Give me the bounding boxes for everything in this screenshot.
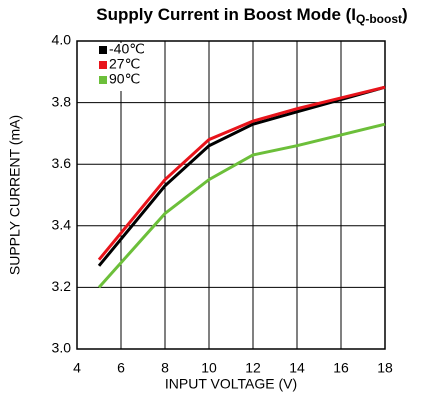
y-tick-label: 3.0 [52, 340, 72, 356]
legend-swatch [99, 61, 107, 69]
x-tick-label: 12 [245, 360, 261, 376]
y-tick-label: 3.8 [52, 93, 72, 109]
x-tick-label: 6 [117, 360, 125, 376]
legend-swatch [99, 46, 107, 54]
y-tick-label: 3.4 [52, 217, 72, 233]
chart-title: Supply Current in Boost Mode (IQ-boost) [96, 5, 407, 26]
legend-label: -40℃ [109, 41, 145, 57]
x-tick-label: 4 [73, 360, 81, 376]
x-tick-label: 10 [201, 360, 217, 376]
series-line [97, 122, 386, 289]
x-tick-label: 8 [161, 360, 169, 376]
legend-label: 27℃ [109, 56, 140, 72]
y-tick-label: 3.6 [52, 155, 72, 171]
title-suffix: ) [402, 5, 408, 24]
x-tick-label: 16 [333, 360, 349, 376]
x-tick-label: 18 [377, 360, 393, 376]
title-text: Supply Current in Boost Mode (I [96, 5, 356, 24]
title-subscript: Q-boost [356, 12, 402, 26]
legend-label: 90℃ [109, 71, 140, 87]
x-tick-label: 14 [289, 360, 305, 376]
plot-frame [76, 40, 386, 350]
y-tick-label: 3.2 [52, 278, 72, 294]
x-axis-label: INPUT VOLTAGE (V) [165, 376, 297, 392]
y-axis-label: SUPPLY CURRENT (mA) [7, 115, 23, 275]
y-tick-label: 4.0 [52, 32, 72, 48]
legend-swatch [99, 76, 107, 84]
series-line [97, 85, 386, 261]
